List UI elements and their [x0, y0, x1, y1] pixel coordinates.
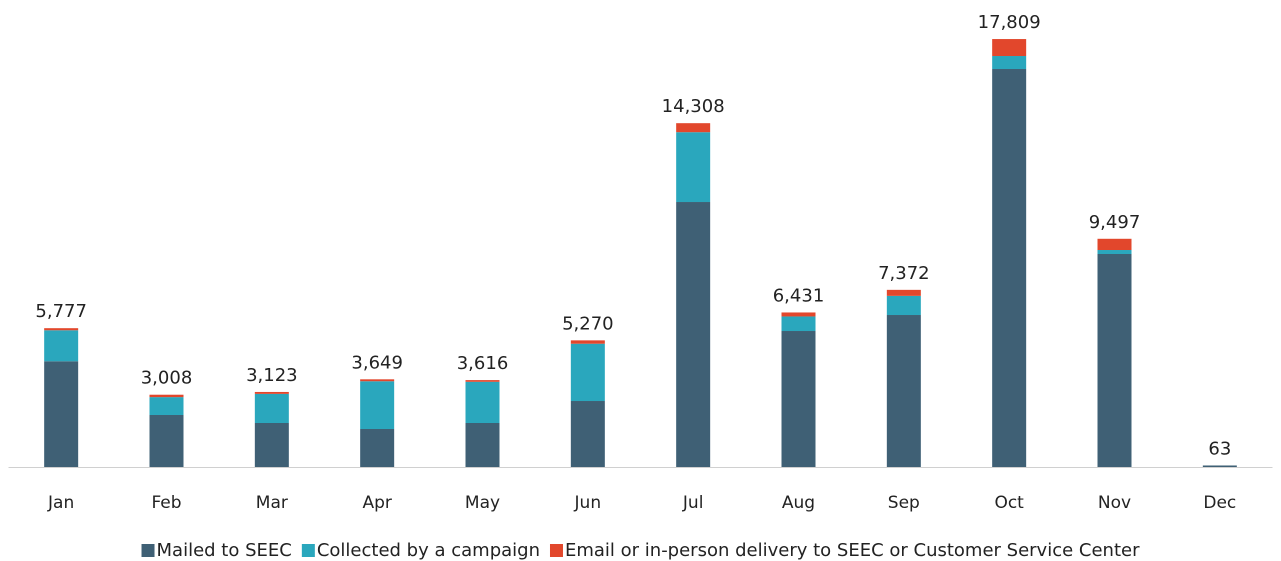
bar-segment	[886, 315, 921, 467]
total-label: 5,270	[562, 313, 614, 334]
bar-segment	[149, 414, 184, 467]
total-label: 17,809	[978, 12, 1041, 33]
bar-segment	[360, 379, 395, 382]
x-tick-label: Jul	[682, 493, 704, 513]
bar-segment	[570, 343, 605, 402]
x-tick-label: May	[465, 493, 500, 513]
bar-segment	[465, 380, 500, 382]
bar-segment	[992, 69, 1027, 467]
bar-segment	[992, 56, 1027, 70]
legend-swatch	[301, 544, 315, 557]
total-label: 63	[1208, 438, 1231, 459]
bar-segment	[149, 397, 184, 415]
legend-swatch	[141, 544, 155, 557]
bar-segment	[44, 328, 79, 331]
bar-segment	[254, 391, 289, 394]
total-label: 7,372	[878, 263, 930, 284]
bar-segment	[676, 132, 711, 203]
total-label: 14,308	[662, 96, 725, 117]
bar-segment	[360, 429, 395, 467]
x-tick-label: Jun	[574, 493, 602, 513]
bar-segment	[254, 393, 289, 424]
x-tick-label: Sep	[888, 493, 920, 513]
x-tick-label: Jan	[47, 493, 74, 513]
total-label: 9,497	[1089, 212, 1141, 233]
bar-segment	[570, 340, 605, 344]
bar-segment	[149, 394, 184, 398]
bar-segment	[570, 401, 605, 467]
x-tick-label: Nov	[1098, 493, 1131, 513]
legend-swatch	[549, 544, 563, 557]
legend-label: Email or in-person delivery to SEEC or C…	[565, 540, 1140, 561]
bar-segment	[1097, 238, 1132, 251]
x-tick-label: Dec	[1203, 493, 1236, 513]
bar-segment	[781, 316, 816, 332]
bar-segment	[44, 361, 79, 467]
total-label: 3,649	[351, 352, 403, 373]
bar-segment	[1097, 250, 1132, 254]
bar-segment	[781, 312, 816, 317]
bar-segment	[676, 202, 711, 468]
bar-segment	[465, 381, 500, 424]
bar-segment	[676, 123, 711, 133]
x-tick-label: Aug	[782, 493, 815, 513]
bar-segment	[1097, 253, 1132, 467]
total-label: 6,431	[773, 285, 825, 306]
x-tick-label: Feb	[151, 493, 181, 513]
bar-segment	[992, 39, 1027, 57]
total-label: 3,123	[246, 365, 298, 386]
x-tick-label: Oct	[994, 493, 1024, 513]
x-tick-label: Mar	[256, 493, 288, 513]
bar-segment	[44, 330, 79, 362]
bar-segment	[886, 289, 921, 296]
bar-segment	[1202, 465, 1237, 467]
bar-segment	[254, 423, 289, 467]
bar-segment	[781, 331, 816, 467]
legend-label: Mailed to SEEC	[157, 540, 292, 561]
bar-segment	[886, 295, 921, 316]
total-label: 3,008	[141, 368, 193, 389]
total-label: 5,777	[35, 301, 87, 322]
legend-label: Collected by a campaign	[317, 540, 540, 561]
bar-segment	[465, 423, 500, 467]
bar-segment	[360, 381, 395, 430]
x-tick-label: Apr	[362, 493, 391, 513]
total-label: 3,616	[457, 353, 509, 374]
